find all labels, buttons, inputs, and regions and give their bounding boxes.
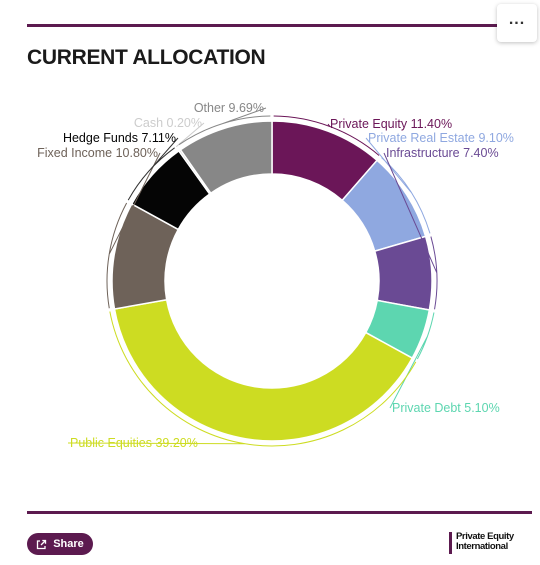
connector-2 [383, 152, 438, 310]
top-divider [27, 24, 532, 27]
slice-label-2: Infrastructure 7.40% [386, 146, 499, 160]
donut-slices [111, 120, 433, 442]
ellipsis-icon: ... [508, 11, 526, 28]
slice-label-7: Cash 0.20% [134, 116, 202, 130]
label-connectors [67, 107, 438, 447]
brand-line-2: International [456, 541, 508, 552]
share-icon [36, 539, 47, 550]
donut-slice-8[interactable] [179, 120, 273, 195]
brand-line-1: Private Equity [456, 531, 514, 542]
connector-6 [127, 137, 179, 201]
connector-0 [273, 115, 380, 156]
bottom-divider [27, 511, 532, 514]
share-button[interactable]: Share [27, 533, 93, 555]
connector-8 [178, 107, 271, 146]
slice-labels: Private Equity 11.40%Private Real Estate… [37, 101, 514, 450]
connector-5 [106, 152, 161, 309]
slice-label-6: Hedge Funds 7.11% [63, 131, 176, 145]
brand-logo: Private Equity International [449, 532, 514, 554]
allocation-donut-chart: Private Equity 11.40%Private Real Estate… [37, 101, 514, 450]
chart-title: CURRENT ALLOCATION [27, 46, 266, 69]
slice-label-8: Other 9.69% [194, 101, 264, 115]
connector-7 [175, 122, 205, 148]
chart-menu-button[interactable]: ... [497, 4, 537, 42]
brand-bar [449, 532, 452, 554]
slice-label-1: Private Real Estate 9.10% [368, 131, 514, 145]
slice-label-0: Private Equity 11.40% [330, 117, 452, 131]
slice-label-5: Fixed Income 10.80% [37, 146, 158, 160]
connector-4 [67, 311, 417, 447]
donut-slice-4[interactable] [113, 298, 414, 442]
slice-label-3: Private Debt 5.10% [392, 401, 500, 415]
connector-3 [389, 312, 435, 409]
share-label: Share [53, 538, 84, 550]
connector-1 [365, 137, 431, 234]
slice-label-4: Public Equities 39.20% [70, 436, 198, 450]
brand-text: Private Equity International [456, 532, 514, 554]
